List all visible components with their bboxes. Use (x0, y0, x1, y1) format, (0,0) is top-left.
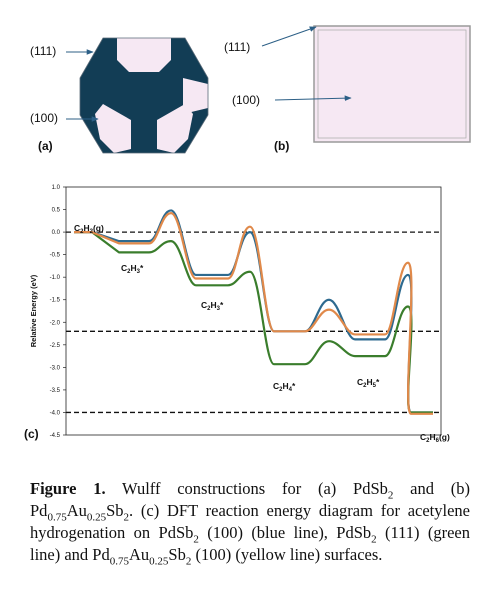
y-tick-label: -4.5 (50, 433, 61, 439)
light-facet (157, 104, 193, 153)
panel-a-facet-label-111: (111) (30, 44, 56, 58)
y-tick-label: -3.0 (50, 365, 61, 371)
panel-a-label: (a) (38, 139, 53, 153)
panel-b-label: (b) (274, 139, 289, 153)
y-tick-label: -2.0 (50, 320, 61, 326)
panel-b-wulff-shape (313, 25, 471, 143)
arrow-100-b (274, 95, 352, 101)
species-labels: C2H2(g) C2H3* C2H3* C2H4* C2H5* C2H6(g) (74, 223, 450, 444)
y-tick-label: -2.5 (50, 343, 61, 349)
y-tick-label: -4.0 (50, 410, 61, 416)
light-facet (313, 25, 471, 143)
species-label: C2H5* (357, 377, 380, 389)
y-tick-label: 1.0 (52, 185, 61, 191)
caption-text: Wulff constructions for (a) PdSb2 and (b… (30, 479, 470, 568)
y-tick-label: 0.5 (52, 208, 61, 214)
figure-caption: Figure 1. Wulff constructions for (a) Pd… (30, 478, 470, 568)
species-label: C2H3* (121, 263, 144, 275)
panel-a-facet-label-100: (100) (30, 111, 58, 125)
energy-profile-line (74, 230, 433, 414)
y-tick-label: 0.0 (52, 230, 61, 236)
species-label: C2H3* (201, 300, 224, 312)
caption-figure-label: Figure 1. (30, 479, 106, 498)
y-tick-label: -3.5 (50, 388, 61, 394)
y-tick-label: -0.5 (50, 253, 61, 259)
panel-b-facet-label-100: (100) (232, 93, 260, 107)
light-facet (117, 38, 171, 72)
chart-frame (65, 186, 442, 436)
species-label: C2H2(g) (74, 223, 104, 235)
panel-a-wulff-shape (79, 37, 209, 154)
facet-outline (79, 37, 209, 154)
facet-outline (317, 29, 467, 139)
energy-profile-line (74, 212, 433, 415)
light-facet (95, 104, 131, 153)
panel-b-facet-label-111: (111) (224, 40, 250, 54)
light-facet (183, 78, 208, 114)
y-axis-label: Relative Energy (eV) (29, 274, 38, 347)
panel-c-label: (c) (24, 427, 39, 441)
y-tick-label: -1.0 (50, 275, 61, 281)
y-tick-label: -1.5 (50, 298, 61, 304)
figure-1: (111) (100) (a) (111) (100) (b) 1.0 0.5 0.… (24, 25, 471, 444)
energy-profiles (74, 209, 433, 415)
arrow-111-b (261, 26, 317, 47)
species-label: C2H4* (273, 381, 296, 393)
species-label: C2H6(g) (420, 432, 450, 444)
y-axis: 1.0 0.5 0.0 -0.5 -1.0 -1.5 -2.0 -2.5 -3.0 -3.5 -4.… (50, 185, 66, 439)
